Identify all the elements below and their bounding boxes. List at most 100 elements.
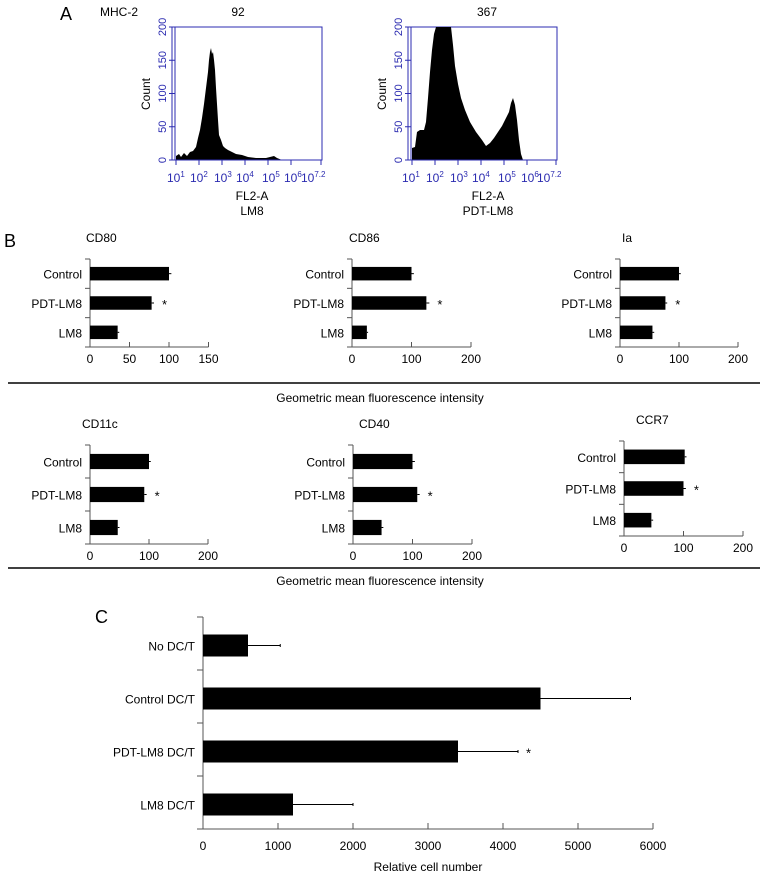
x-tick-labels: 101 102 103 104 105 106 107.2 — [167, 170, 326, 185]
bar — [203, 634, 248, 657]
histogram-lm8: 92 0 50 100 150 200 Count 101 102 — [139, 5, 326, 218]
category-label: LM8 — [59, 522, 83, 536]
x-tick-label: 200 — [733, 541, 753, 555]
panel-label-b: B — [4, 231, 16, 251]
bar — [353, 486, 418, 503]
svg-text:103: 103 — [450, 170, 468, 185]
significance-marker: * — [526, 746, 531, 761]
chart-title: CD86 — [349, 231, 380, 245]
plot-frame — [174, 26, 323, 161]
significance-marker: * — [155, 489, 160, 504]
histogram-area — [176, 48, 282, 160]
svg-text:101: 101 — [402, 170, 420, 185]
bar — [203, 687, 541, 710]
x-axis-caption: Geometric mean fluorescence intensity — [276, 391, 483, 405]
x-tick-label: 0 — [617, 352, 624, 366]
bar — [624, 512, 652, 528]
svg-text:105: 105 — [262, 170, 280, 185]
svg-text:106: 106 — [284, 170, 302, 185]
sample-label: LM8 — [240, 204, 264, 218]
x-tick-label: 100 — [139, 549, 159, 563]
x-axis-label: FL2-A — [472, 189, 505, 203]
bar-chart-cd86: CD86 0 100 200 Control PDT-LM8 * LM8 — [293, 231, 481, 366]
bar — [90, 325, 118, 340]
bar-chart-cd40: CD40 0 100 200 Control PDT-LM8 * LM8 — [294, 417, 482, 563]
category-label: PDT-LM8 — [294, 489, 345, 503]
chart-title: CD40 — [359, 417, 390, 431]
x-tick-label: 4000 — [490, 839, 517, 853]
category-label: PDT-LM8 — [31, 297, 82, 311]
ytick: 50 — [157, 121, 169, 133]
bar — [353, 453, 413, 470]
category-label: PDT-LM8 — [561, 297, 612, 311]
svg-text:101: 101 — [167, 170, 185, 185]
category-label: PDT-LM8 — [293, 297, 344, 311]
bar — [90, 453, 149, 470]
x-tick-label: 0 — [200, 839, 207, 853]
bar-chart-cd11c: CD11c 0 100 200 Control PDT-LM8 * LM8 — [31, 417, 218, 563]
y-axis: 0 50 100 150 200 Count — [375, 18, 411, 163]
ytick: 100 — [157, 84, 169, 102]
x-tick-label: 0 — [87, 352, 94, 366]
category-label: No DC/T — [148, 640, 195, 654]
svg-text:104: 104 — [472, 170, 490, 185]
ytick: 0 — [157, 157, 169, 163]
x-axis — [175, 159, 322, 165]
svg-text:104: 104 — [236, 170, 254, 185]
x-tick-label: 2000 — [340, 839, 367, 853]
marker-label: MHC-2 — [100, 5, 138, 19]
x-tick-label: 0 — [349, 352, 356, 366]
category-label: Control — [577, 451, 616, 465]
category-label: LM8 — [59, 326, 83, 340]
bar — [203, 793, 293, 816]
ytick: 150 — [157, 51, 169, 69]
ytick: 0 — [393, 157, 405, 163]
panel-label-a: A — [60, 4, 72, 24]
x-tick-label: 0 — [87, 549, 94, 563]
category-label: PDT-LM8 — [565, 483, 616, 497]
category-label: LM8 — [321, 326, 345, 340]
y-axis-label: Count — [139, 77, 153, 110]
category-label: LM8 — [589, 326, 613, 340]
histogram-pdt-lm8: 367 0 50 100 150 200 Count 101 102 — [375, 5, 562, 218]
x-axis — [411, 159, 557, 165]
bar — [352, 266, 412, 281]
y-axis: 0 50 100 150 200 Count — [139, 18, 175, 163]
bar — [352, 325, 367, 340]
svg-text:102: 102 — [190, 170, 208, 185]
category-label: LM8 — [593, 514, 617, 528]
bar — [620, 266, 679, 281]
x-axis-caption: Geometric mean fluorescence intensity — [276, 574, 483, 588]
svg-text:106: 106 — [521, 170, 539, 185]
panel-label-c: C — [95, 607, 108, 627]
significance-marker: * — [675, 297, 680, 312]
x-tick-label: 6000 — [640, 839, 667, 853]
svg-text:105: 105 — [498, 170, 516, 185]
chart-title: CD80 — [86, 231, 117, 245]
category-label: Control — [305, 268, 344, 282]
ytick: 100 — [393, 84, 405, 102]
bar — [352, 296, 427, 310]
ytick: 50 — [393, 121, 405, 133]
category-label: Control — [43, 268, 82, 282]
bar — [203, 740, 458, 763]
category-label: Control — [573, 268, 612, 282]
x-tick-label: 200 — [728, 352, 748, 366]
svg-text:103: 103 — [214, 170, 232, 185]
sample-label: PDT-LM8 — [463, 204, 514, 218]
bar — [620, 325, 653, 340]
bar — [624, 481, 684, 496]
category-label: LM8 DC/T — [140, 799, 195, 813]
bar — [90, 486, 145, 503]
histogram-title: 367 — [477, 5, 497, 19]
x-axis-label: Relative cell number — [374, 860, 483, 874]
bar — [90, 266, 169, 281]
category-label: Control DC/T — [125, 693, 196, 707]
category-label: LM8 — [322, 522, 346, 536]
histogram-title: 92 — [231, 5, 245, 19]
significance-marker: * — [428, 489, 433, 504]
chart-title: CD11c — [82, 417, 118, 431]
category-label: Control — [43, 456, 82, 470]
bar — [624, 449, 685, 465]
